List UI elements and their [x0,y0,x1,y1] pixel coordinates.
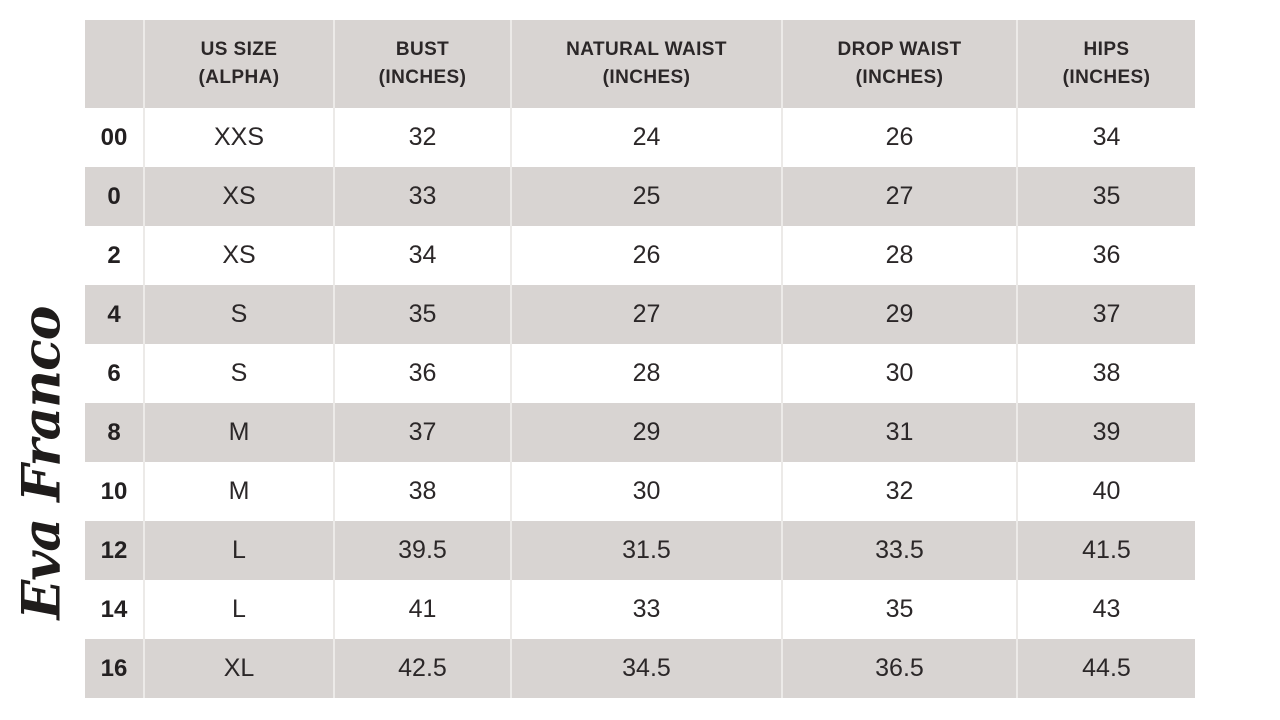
cell-natural_waist: 31.5 [512,521,783,580]
cell-alpha: XL [145,639,335,698]
cell-drop_waist: 30 [783,344,1018,403]
cell-hips: 35 [1092,182,1121,210]
cell-hips: 41.5 [1082,536,1131,564]
cell-natural_waist: 30 [512,462,783,521]
table-row: 16 XL 42.5 34.5 36.5 44.5 [85,639,1195,698]
cell-bust: 32 [335,108,512,167]
row-label-us-size: 4 [85,285,145,344]
cell-alpha: M [145,462,335,521]
table-body: 00 XXS 32 24 26 34 0 XS 33 25 27 35 2 XS 34 26 28 36 4 S 35 2… [85,108,1195,698]
cell-alpha: XXS [145,108,335,167]
table-row: 2 XS 34 26 28 36 [85,226,1195,285]
cell-drop_waist: 26 [783,108,1018,167]
cell-natural_waist: 34.5 [512,639,783,698]
row-label-us-size: 10 [85,462,145,521]
cell-hips: 43 [1092,595,1121,623]
cell-natural_waist: 28 [512,344,783,403]
row-label-us-size: 2 [85,226,145,285]
cell-bust: 39.5 [335,521,512,580]
cell-drop_waist: 35 [783,580,1018,639]
row-label-us-size: 0 [85,167,145,226]
cell-natural_waist: 33 [512,580,783,639]
cell-hips: 34 [1092,123,1121,151]
cell-alpha: XS [145,226,335,285]
cell-drop_waist: 28 [783,226,1018,285]
cell-bust: 37 [335,403,512,462]
cell-hips: 36 [1092,241,1121,269]
column-header-alpha: US SIZE (ALPHA) [145,20,335,108]
cell-hips: 39 [1092,418,1121,446]
cell-drop_waist: 27 [783,167,1018,226]
cell-natural_waist: 29 [512,403,783,462]
cell-bust: 33 [335,167,512,226]
cell-natural_waist: 25 [512,167,783,226]
cell-drop_waist: 31 [783,403,1018,462]
cell-alpha: L [145,521,335,580]
brand-logo-wrap: Eva Franco [0,278,84,648]
column-header-hips: HIPS (INCHES) [1018,20,1195,108]
table-row: 6 S 36 28 30 38 [85,344,1195,403]
column-header-corner [85,20,145,108]
table-row: 0 XS 33 25 27 35 [85,167,1195,226]
row-label-us-size: 16 [85,639,145,698]
column-header-drop_waist: DROP WAIST (INCHES) [783,20,1018,108]
table-row: 00 XXS 32 24 26 34 [85,108,1195,167]
row-label-us-size: 00 [85,108,145,167]
cell-drop_waist: 36.5 [783,639,1018,698]
cell-alpha: M [145,403,335,462]
column-header-natural_waist: NATURAL WAIST (INCHES) [512,20,783,108]
cell-natural_waist: 26 [512,226,783,285]
cell-bust: 42.5 [335,639,512,698]
cell-alpha: S [145,285,335,344]
column-header-bust: BUST (INCHES) [335,20,512,108]
size-chart-table: US SIZE (ALPHA) BUST (INCHES) NATURAL WAIS… [85,20,1195,698]
cell-hips: 40 [1092,477,1121,505]
cell-bust: 41 [335,580,512,639]
cell-hips: 37 [1092,300,1121,328]
cell-bust: 38 [335,462,512,521]
row-label-us-size: 6 [85,344,145,403]
cell-drop_waist: 32 [783,462,1018,521]
cell-bust: 36 [335,344,512,403]
cell-bust: 35 [335,285,512,344]
cell-alpha: S [145,344,335,403]
row-label-us-size: 14 [85,580,145,639]
cell-hips: 38 [1092,359,1121,387]
table-row: 14 L 41 33 35 43 [85,580,1195,639]
cell-drop_waist: 29 [783,285,1018,344]
cell-alpha: XS [145,167,335,226]
cell-drop_waist: 33.5 [783,521,1018,580]
table-row: 10 M 38 30 32 40 [85,462,1195,521]
row-label-us-size: 12 [85,521,145,580]
cell-natural_waist: 27 [512,285,783,344]
cell-natural_waist: 24 [512,108,783,167]
table-row: 4 S 35 27 29 37 [85,285,1195,344]
table-row: 12 L 39.5 31.5 33.5 41.5 [85,521,1195,580]
cell-alpha: L [145,580,335,639]
cell-bust: 34 [335,226,512,285]
table-header: US SIZE (ALPHA) BUST (INCHES) NATURAL WAIS… [85,20,1195,108]
cell-hips: 44.5 [1082,654,1131,682]
table-row: 8 M 37 29 31 39 [85,403,1195,462]
brand-logo: Eva Franco [11,306,73,620]
table-header-row: US SIZE (ALPHA) BUST (INCHES) NATURAL WAIS… [85,20,1195,108]
row-label-us-size: 8 [85,403,145,462]
